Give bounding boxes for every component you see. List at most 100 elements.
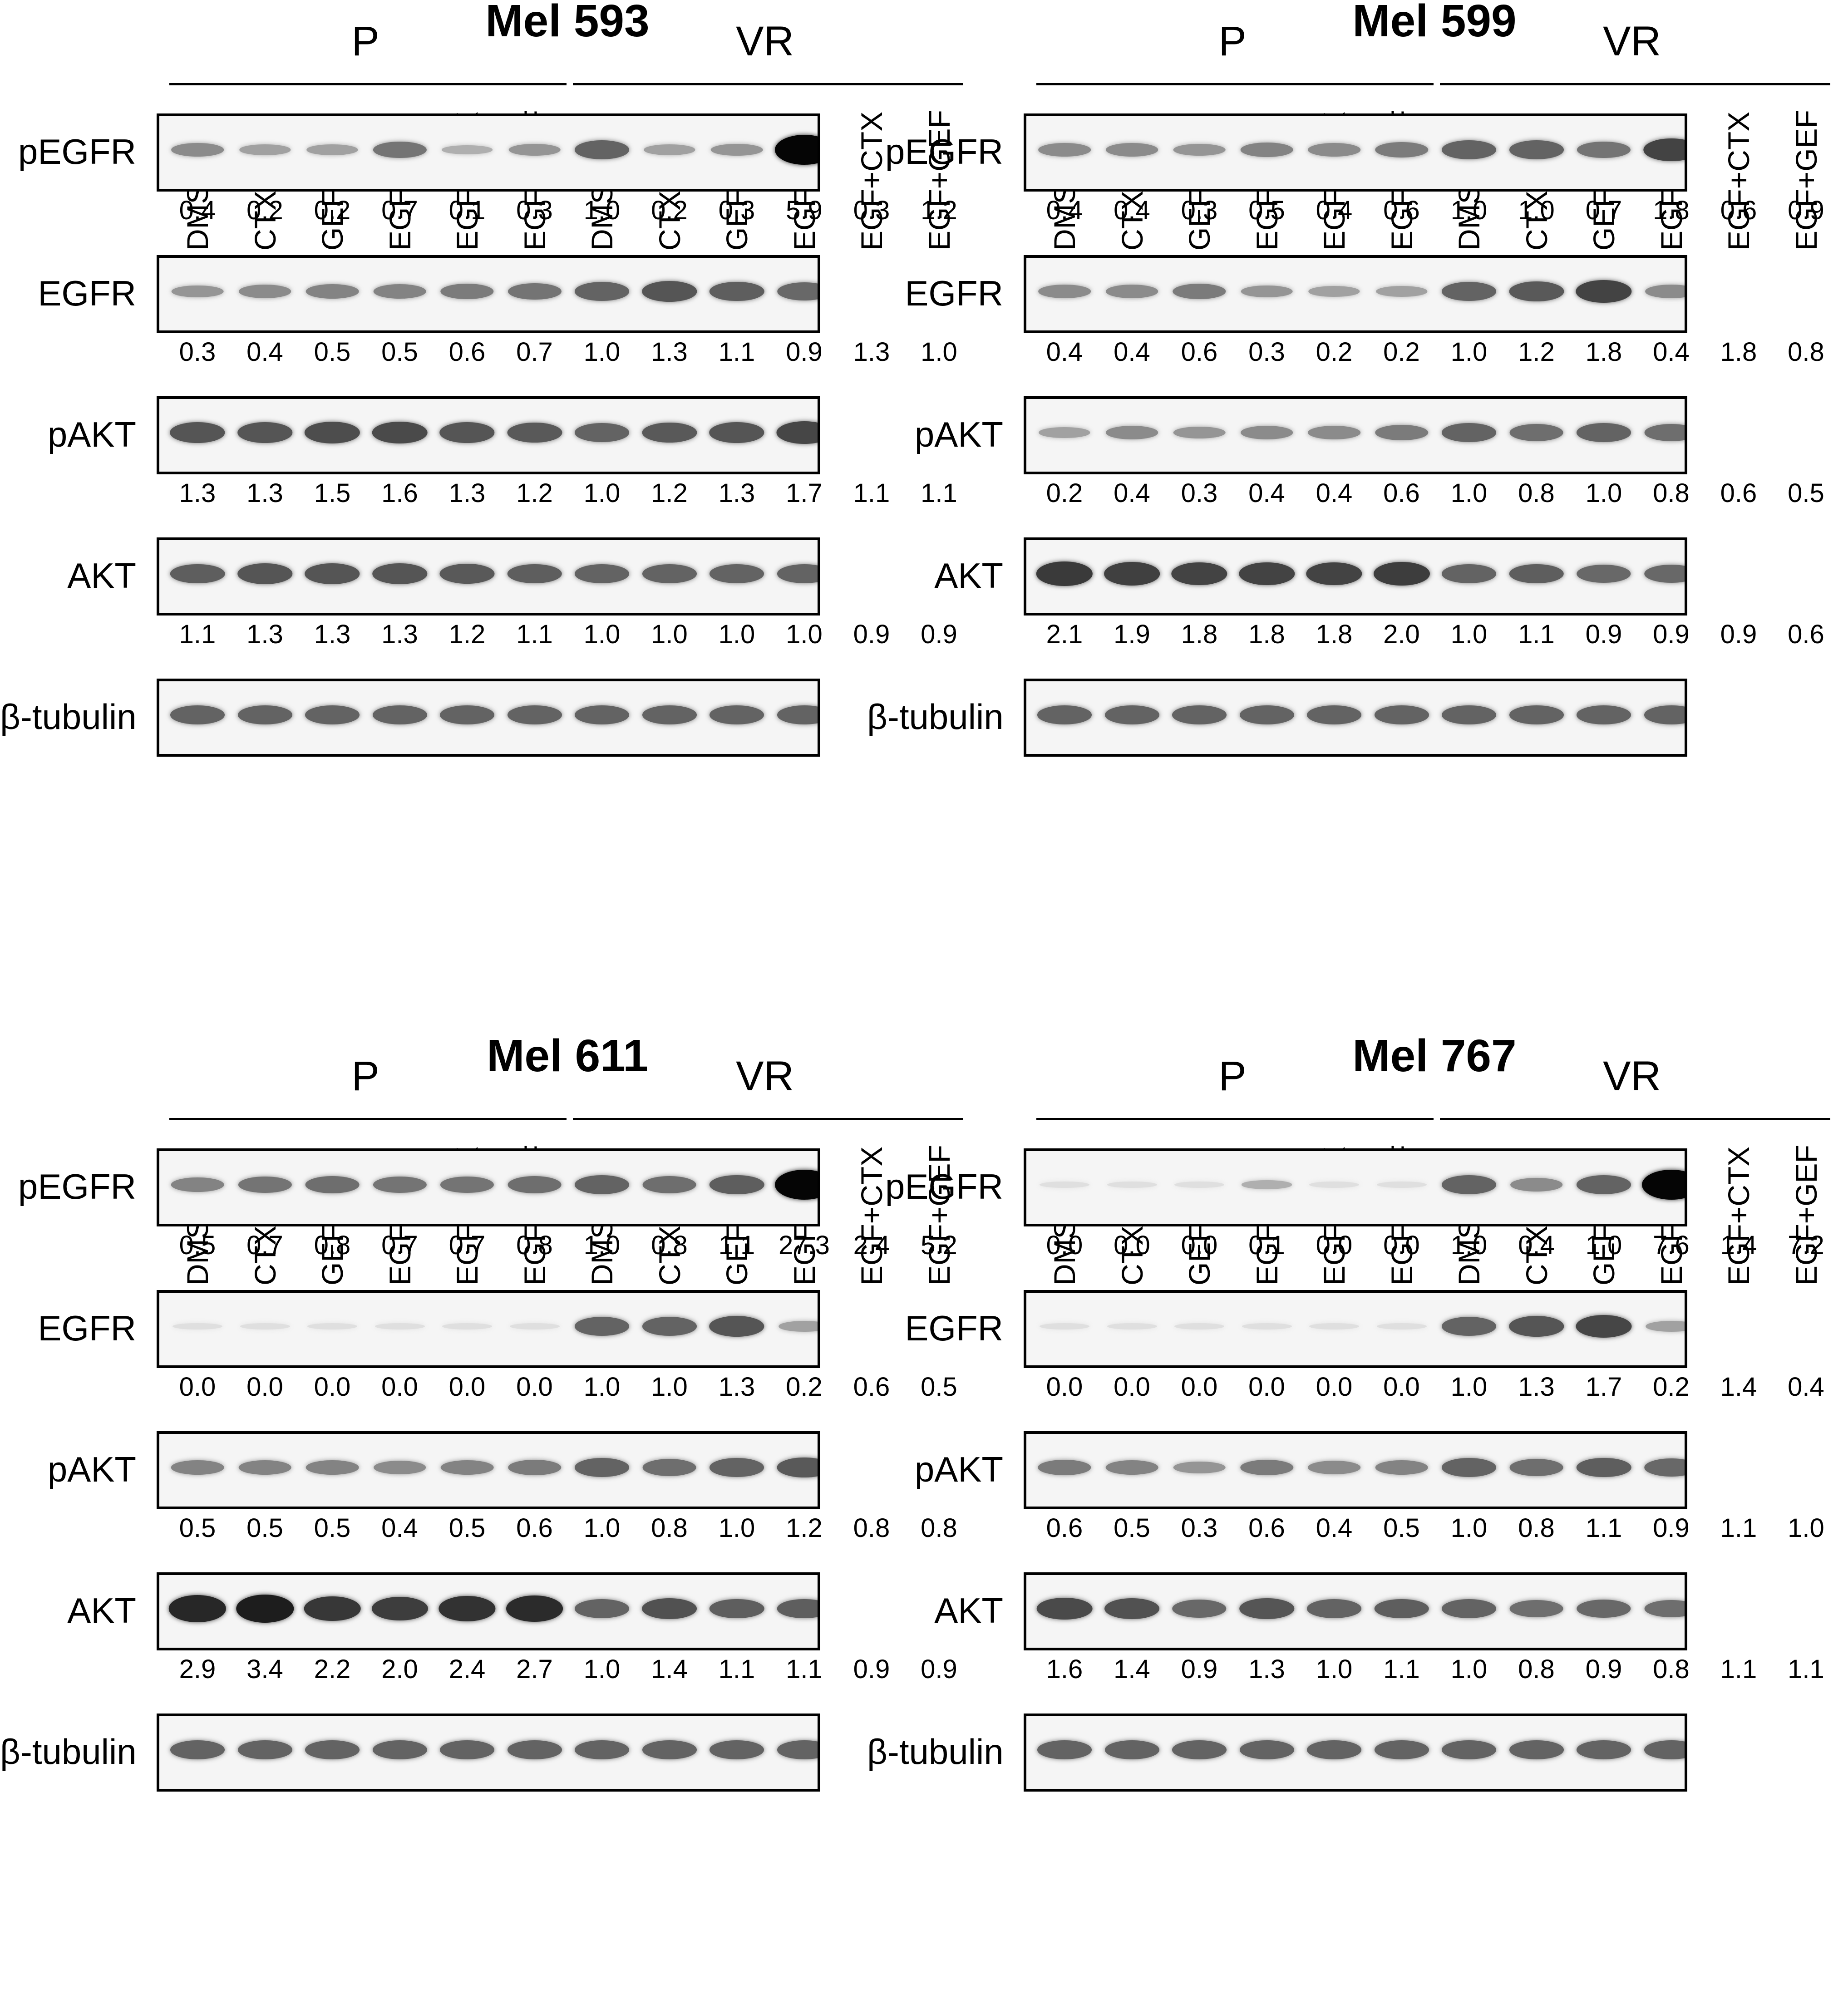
quant-value: 0.9 <box>1788 196 1824 225</box>
band <box>1307 1740 1361 1759</box>
band <box>1173 283 1226 300</box>
quant-value: 0.8 <box>1653 1654 1690 1684</box>
band <box>643 144 695 155</box>
quant-value: 0.4 <box>1653 337 1690 367</box>
band <box>710 143 763 156</box>
quant-value: 0.5 <box>1788 478 1824 508</box>
blot-row-label: AKT <box>934 556 1003 596</box>
quant-value: 1.0 <box>921 337 957 367</box>
quant-value: 0.0 <box>1316 1372 1353 1402</box>
blot-strip <box>1024 1290 1687 1368</box>
quant-value: 1.1 <box>718 337 755 367</box>
quant-value: 1.9 <box>1114 620 1150 649</box>
quant-value: 0.0 <box>1383 1231 1420 1260</box>
band <box>439 422 495 443</box>
band <box>1308 426 1360 439</box>
blot-strip <box>157 255 820 333</box>
group-label-1: VR <box>736 1053 794 1099</box>
quant-value: 1.4 <box>651 1654 688 1684</box>
band <box>1173 426 1226 439</box>
quant-value: 1.2 <box>786 1513 823 1543</box>
quant-value: 0.4 <box>1788 1372 1824 1402</box>
quant-value: 0.8 <box>651 1513 688 1543</box>
quant-value: 0.8 <box>1518 478 1555 508</box>
quant-value: 1.6 <box>381 478 418 508</box>
band <box>507 1740 562 1759</box>
band <box>170 564 225 584</box>
band <box>168 1595 227 1622</box>
blot-strip <box>1024 1714 1687 1792</box>
quant-value: 0.9 <box>921 620 957 649</box>
quant-value: 0.0 <box>1046 1231 1083 1260</box>
band <box>170 1740 225 1759</box>
band <box>1576 1458 1631 1477</box>
band <box>1576 1315 1632 1338</box>
band <box>710 1458 764 1477</box>
blot-row-label: EGFR <box>38 273 136 313</box>
quant-value: 0.3 <box>1181 478 1218 508</box>
quant-value: 0.0 <box>1046 1372 1083 1402</box>
quant-value: 1.3 <box>1518 1372 1555 1402</box>
band <box>1172 1740 1227 1759</box>
band <box>372 705 427 724</box>
quant-value: 1.0 <box>583 337 621 367</box>
group-underline-p <box>169 83 567 85</box>
quant-value: 0.9 <box>1720 620 1757 649</box>
band <box>1509 564 1564 584</box>
blot-panel: Mel 593PVRDMSOCTXGEFEGFEGF+CTXEGF+GEFDMS… <box>0 0 963 974</box>
band <box>507 422 562 443</box>
band <box>1172 1600 1227 1618</box>
band <box>1038 143 1091 157</box>
quant-value: 0.4 <box>1316 478 1353 508</box>
band <box>239 144 291 155</box>
quant-value: 0.4 <box>1518 1231 1555 1260</box>
quant-value: 1.4 <box>1720 1372 1757 1402</box>
band <box>1373 561 1430 586</box>
band <box>575 282 629 301</box>
band <box>1173 143 1226 156</box>
quant-value: 1.3 <box>1248 1654 1285 1684</box>
quant-value: 1.3 <box>246 478 283 508</box>
band <box>575 423 629 442</box>
lane-label: EGF+GEF <box>1789 1145 1823 1285</box>
quant-value: 7.2 <box>1788 1231 1824 1260</box>
band <box>509 1323 560 1329</box>
quant-value: 1.3 <box>718 1372 755 1402</box>
band <box>1240 142 1293 158</box>
band <box>171 1460 224 1475</box>
quant-value: 0.3 <box>516 196 553 225</box>
band <box>1577 1740 1631 1759</box>
quant-value: 1.0 <box>786 620 823 649</box>
blot-row-label: EGFR <box>905 1308 1003 1348</box>
quant-value: 0.6 <box>1788 620 1824 649</box>
band <box>1442 1599 1496 1618</box>
band <box>1105 143 1158 157</box>
quant-value: 1.0 <box>583 1513 621 1543</box>
quant-value: 0.5 <box>179 1513 216 1543</box>
quant-value: 1.0 <box>1450 196 1488 225</box>
quant-value: 0.6 <box>1181 337 1218 367</box>
quant-value: 1.1 <box>1720 1513 1757 1543</box>
band <box>1104 705 1159 724</box>
blot-strip <box>1024 679 1687 757</box>
quant-value: 0.3 <box>1181 196 1218 225</box>
quant-value: 0.9 <box>853 620 890 649</box>
quant-value: 0.7 <box>246 1231 283 1260</box>
band <box>777 1740 818 1759</box>
band <box>1376 1323 1427 1329</box>
quant-value: 1.7 <box>786 478 823 508</box>
quant-value: 0.0 <box>1181 1372 1218 1402</box>
quant-value: 0.8 <box>1653 478 1690 508</box>
blot-row-label: β-tubulin <box>0 697 137 737</box>
band <box>1174 1323 1224 1329</box>
quant-value: 1.2 <box>1518 337 1555 367</box>
band <box>1442 282 1496 301</box>
quant-value: 0.4 <box>179 196 216 225</box>
quant-value: 1.1 <box>853 478 890 508</box>
quant-value: 1.1 <box>786 1654 823 1684</box>
band <box>709 1175 764 1195</box>
quant-value: 0.4 <box>1046 337 1083 367</box>
quant-value: 1.0 <box>718 620 755 649</box>
band <box>237 563 293 584</box>
blot-row-label: pAKT <box>47 414 136 454</box>
